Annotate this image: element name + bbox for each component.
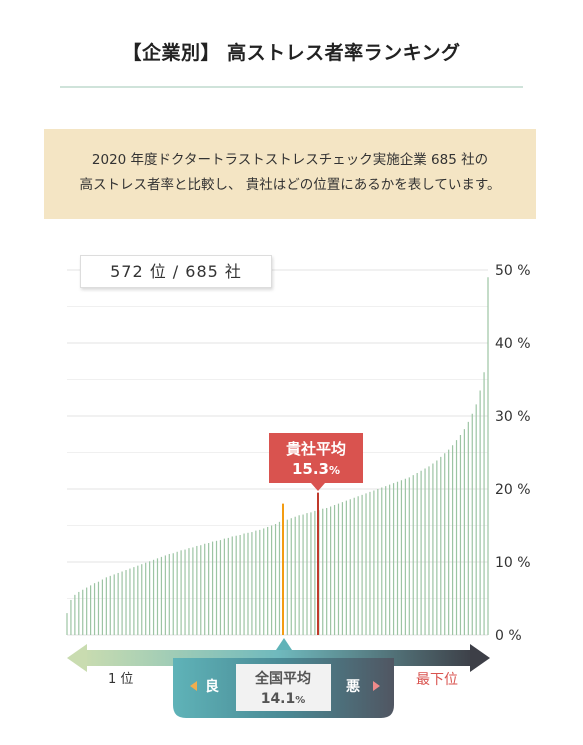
y-tick-label: 40 % [495,336,531,352]
company-average-unit: % [329,464,340,477]
national-average-label: 全国平均 [254,670,311,687]
scale-right-arrow [470,644,490,672]
company-average-label: 貴社平均 [286,440,346,458]
scale-left-arrow [67,644,87,672]
worst-rank-label: 最下位 [416,672,458,688]
y-tick-label: 0 % [495,628,522,644]
national-average-value: 14.1 [261,691,296,707]
svg-text:14.1%: 14.1% [261,691,306,707]
info-line-1: 2020 年度ドクタートラストストレスチェック実施企業 685 社の [91,152,489,168]
national-average-panel: 良 悪 全国平均 14.1% [173,658,394,718]
company-average-bubble: 貴社平均 15.3% [269,433,363,491]
y-axis-labels: 0 % 10 % 20 % 30 % 40 % 50 % [495,263,531,644]
y-tick-label: 10 % [495,555,531,571]
y-tick-label: 20 % [495,482,531,498]
y-tick-label: 30 % [495,409,531,425]
average-pointer [276,638,292,650]
national-average-unit: % [295,695,305,706]
page-title: 【企業別】 高ストレス者率ランキング [122,42,461,64]
good-arrow-icon [190,681,197,691]
good-label: 良 [205,678,219,695]
rank-box: 572 位 / 685 社 [80,255,272,288]
title-divider [60,86,523,88]
national-average-box [236,664,331,711]
svg-text:15.3%: 15.3% [292,460,340,478]
best-rank-label: 1 位 [108,672,133,687]
bad-label: 悪 [346,679,360,695]
company-average-value: 15.3 [292,460,329,478]
bad-arrow-icon [373,681,380,691]
y-tick-label: 50 % [495,263,531,279]
info-box: 2020 年度ドクタートラストストレスチェック実施企業 685 社の 高ストレス… [44,129,536,219]
info-line-2: 高ストレス者率と比較し、 貴社はどの位置にあるかを表しています。 [79,177,501,193]
